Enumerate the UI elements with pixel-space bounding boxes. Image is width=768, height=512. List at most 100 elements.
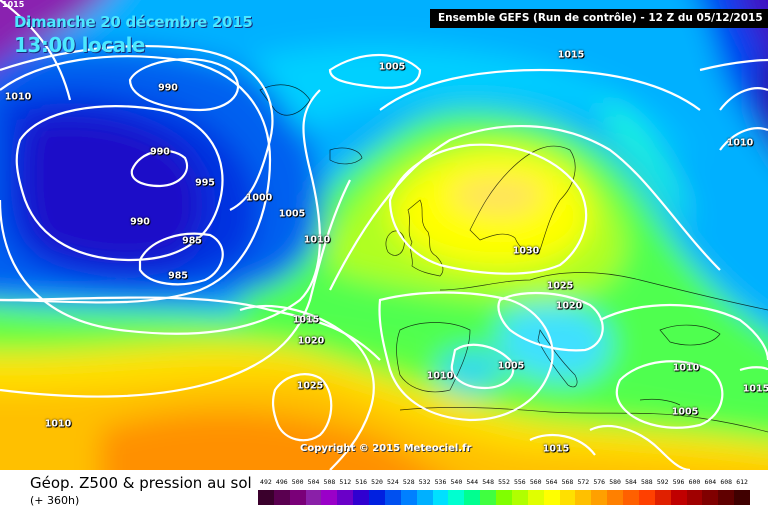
- scale-swatch: [654, 490, 672, 505]
- isobar-label: 1025: [296, 380, 324, 392]
- forecast-time: 13:00 locale: [14, 33, 146, 57]
- scale-tick-label: 572: [577, 478, 590, 486]
- isobar-label: 1015: [557, 49, 585, 61]
- scale-tick-label: 612: [736, 478, 748, 486]
- coastlines: [259, 84, 768, 433]
- forecast-date: Dimanche 20 décembre 2015: [14, 13, 253, 31]
- scale-swatch: [337, 490, 354, 505]
- scale-swatch: [511, 490, 529, 505]
- scale-swatch: [305, 490, 322, 505]
- scale-swatch: [638, 490, 656, 505]
- copyright: Copyright © 2015 Meteociel.fr: [300, 443, 472, 454]
- map-canvas: [0, 0, 768, 470]
- scale-swatch: [686, 490, 703, 505]
- scale-swatch: [623, 490, 640, 505]
- scale-tick-label: 512: [339, 478, 352, 486]
- geopotential-field: [0, 0, 768, 470]
- scale-tick-label: 508: [323, 478, 336, 486]
- scale-swatch: [448, 490, 465, 505]
- scale-swatch: [591, 490, 608, 505]
- isobar-label: 990: [150, 146, 170, 158]
- isobar-label: 1010: [4, 91, 32, 103]
- scale-tick-label: 528: [402, 478, 415, 486]
- isobar-label: 1005: [378, 61, 406, 73]
- isobar-label: 1020: [297, 335, 325, 347]
- scale-swatch: [258, 490, 275, 505]
- isobar-label: 1030: [512, 245, 540, 257]
- isobar-label: 1025: [546, 280, 574, 292]
- model-run-label: Ensemble GEFS (Run de contrôle) - 12 Z d…: [430, 9, 768, 28]
- color-scale: 492 496 500 504 508 512 516 520 524 528 532 536 540 5…: [258, 478, 751, 508]
- scale-tick-label: 600: [688, 478, 701, 486]
- weather-map: 1015 Dimanche 20 décembre 2015 13:00 loc…: [0, 0, 768, 470]
- scale-swatch: [734, 490, 751, 505]
- scale-tick-label: 584: [625, 478, 637, 486]
- scale-tick-label: 536: [434, 478, 447, 486]
- scale-tick-label: 496: [275, 478, 288, 486]
- scale-tick-label: 564: [545, 478, 558, 486]
- scale-tick-label: 556: [513, 478, 526, 486]
- scale-tick-label: 532: [418, 478, 431, 486]
- scale-tick-label: 580: [609, 478, 621, 486]
- scale-swatch: [289, 490, 307, 505]
- scale-tick-label: 608: [720, 478, 733, 486]
- isobar-label: 1010: [672, 362, 700, 374]
- scale-swatch: [369, 490, 386, 505]
- isobar-label: 985: [182, 235, 202, 247]
- isobar-label: 1005: [497, 360, 525, 372]
- scale-swatch: [321, 490, 338, 505]
- scale-tick-label: 604: [704, 478, 717, 486]
- scale-tick-label: 520: [371, 478, 383, 486]
- legend-title: Géop. Z500 & pression au sol: [30, 474, 252, 492]
- isobar-label: 1010: [303, 234, 331, 246]
- scale-swatch: [670, 490, 687, 505]
- scale-swatch: [353, 490, 370, 505]
- isobar-label: 1015: [292, 314, 320, 326]
- isobar-label: 995: [195, 177, 215, 189]
- scale-swatch: [384, 490, 402, 505]
- legend-subtitle: (+ 360h): [30, 494, 80, 507]
- scale-swatch: [464, 490, 481, 505]
- isobar-label: 1010: [44, 418, 72, 430]
- scale-swatch: [400, 490, 418, 505]
- scale-tick-label: 548: [482, 478, 494, 486]
- corner-label: 1015: [2, 0, 25, 9]
- scale-tick-label: 544: [466, 478, 479, 486]
- scale-swatch: [416, 490, 434, 505]
- isobar-label: 1015: [542, 443, 570, 455]
- scale-tick-label: 516: [355, 478, 368, 486]
- isobar-label: 1010: [726, 137, 754, 149]
- scale-tick-label: 524: [387, 478, 399, 486]
- isobar-label: 1005: [278, 208, 306, 220]
- scale-swatch: [496, 490, 513, 505]
- isobar-label: 1005: [671, 406, 699, 418]
- isobar-label: 1010: [426, 370, 454, 382]
- scale-tick-label: 552: [498, 478, 510, 486]
- isobar-label: 1000: [245, 192, 273, 204]
- scale-tick-label: 596: [672, 478, 685, 486]
- scale-swatch: [559, 490, 576, 505]
- scale-swatch: [718, 490, 735, 505]
- scale-swatch: [527, 490, 545, 505]
- isobar-label: 1020: [555, 300, 583, 312]
- isobar-label: 990: [130, 216, 150, 228]
- scale-swatch: [702, 490, 719, 505]
- scale-swatch: [480, 490, 497, 505]
- scale-tick-label: 568: [561, 478, 574, 486]
- isobar-lines: [0, 0, 768, 470]
- scale-tick-label: 492: [260, 478, 272, 486]
- isobar-label: 985: [168, 270, 188, 282]
- isobar-label: 1015: [742, 383, 768, 395]
- scale-tick-label: 576: [593, 478, 606, 486]
- scale-tick-label: 592: [656, 478, 669, 486]
- scale-swatch: [607, 490, 624, 505]
- scale-swatch: [432, 490, 449, 505]
- scale-tick-label: 540: [450, 478, 463, 486]
- scale-tick-label: 560: [529, 478, 542, 486]
- scale-swatch: [543, 490, 561, 505]
- scale-tick-label: 500: [291, 478, 304, 486]
- scale-swatch: [273, 490, 291, 505]
- scale-swatch: [575, 490, 592, 505]
- isobar-label: 990: [158, 82, 178, 94]
- scale-tick-label: 504: [307, 478, 320, 486]
